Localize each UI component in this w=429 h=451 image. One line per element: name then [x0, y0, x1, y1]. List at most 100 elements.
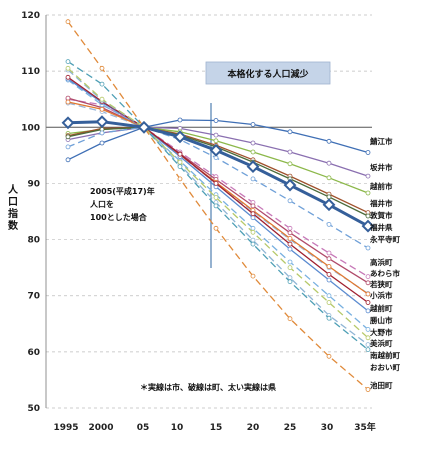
series-15	[65, 65, 371, 341]
data-point	[365, 326, 371, 332]
data-point	[65, 59, 71, 64]
data-point	[213, 203, 219, 209]
data-point	[213, 180, 219, 186]
data-point	[99, 81, 105, 87]
data-point	[250, 225, 256, 231]
data-point	[287, 275, 293, 281]
data-point	[365, 245, 371, 251]
data-point	[177, 117, 183, 123]
data-point	[287, 316, 293, 322]
data-point	[283, 178, 297, 192]
data-point	[365, 173, 371, 179]
data-point	[250, 229, 256, 235]
data-point	[99, 106, 105, 112]
x-tick-label: 2000	[88, 423, 113, 433]
y-tick-label: 60	[27, 348, 40, 358]
series-group	[61, 19, 375, 392]
series-label: 小浜市	[370, 290, 393, 300]
data-point	[326, 315, 332, 321]
data-point	[287, 241, 293, 247]
series-label: 池田町	[370, 380, 393, 390]
data-point	[326, 160, 332, 166]
data-point	[361, 219, 375, 233]
data-point	[246, 160, 260, 173]
data-point	[326, 175, 332, 181]
data-point	[287, 246, 293, 252]
data-point	[365, 150, 371, 155]
data-point	[65, 157, 71, 163]
data-point	[250, 237, 256, 243]
x-axis-ticks: 1995 2000 05 10 15 20 25 30 35年	[53, 421, 375, 433]
series-label: 敦賀市	[370, 210, 393, 220]
data-point	[326, 264, 332, 269]
chart-title: 本格化する人口減少	[227, 68, 308, 80]
series-label: あわら市	[370, 268, 400, 278]
data-point	[287, 129, 293, 135]
x-tick-label: 15	[210, 423, 223, 433]
series-label: 坂井市	[370, 162, 393, 172]
data-point	[65, 74, 71, 80]
data-point	[326, 138, 332, 144]
data-point	[213, 138, 219, 144]
data-point	[365, 335, 371, 341]
series-label: 越前市	[369, 181, 393, 191]
data-point	[287, 198, 293, 204]
data-point	[326, 256, 332, 262]
data-point	[287, 279, 293, 285]
y-tick-label: 90	[27, 179, 40, 189]
data-point	[365, 347, 371, 353]
data-point	[250, 149, 256, 155]
series-labels: 鯖江市坂井市越前市福井市敦賀市福井県永平寺町高浜町あわら市若狭町小浜市越前町勝山…	[369, 136, 400, 390]
data-point	[326, 277, 332, 283]
data-point	[326, 250, 332, 256]
y-axis-label-char: 数	[8, 219, 19, 232]
data-point	[287, 265, 293, 271]
y-tick-label: 70	[27, 292, 40, 302]
line-style-note: ＊実線は市、破線は町、太い実線は県	[140, 382, 276, 392]
series-label: 越前町	[369, 303, 393, 313]
data-point	[213, 118, 219, 123]
data-point	[287, 225, 293, 231]
series-line	[67, 61, 369, 351]
series-label: 美浜町	[370, 338, 393, 348]
data-point	[326, 271, 332, 277]
data-point	[99, 130, 105, 136]
series-line	[67, 67, 369, 339]
data-point	[287, 149, 293, 155]
data-point	[287, 230, 293, 236]
x-tick-label: 30	[321, 423, 334, 433]
data-point	[65, 95, 71, 101]
x-tick-label: 20	[247, 423, 260, 433]
data-point	[95, 115, 109, 129]
y-tick-label: 80	[27, 236, 40, 246]
data-point	[99, 96, 105, 102]
data-point	[365, 387, 371, 392]
data-point	[365, 291, 371, 297]
series-label: 永平寺町	[369, 234, 400, 244]
data-point	[65, 19, 71, 25]
data-point	[213, 195, 219, 200]
data-point	[173, 130, 187, 144]
data-point	[213, 225, 219, 231]
series-label: おおい町	[370, 363, 400, 372]
data-point	[65, 99, 71, 105]
data-point	[326, 221, 332, 227]
data-point	[250, 122, 256, 127]
data-point	[177, 176, 183, 182]
data-point	[326, 353, 332, 359]
base-annotation-line: 人口を	[90, 199, 114, 209]
x-tick-label: 25	[284, 423, 297, 433]
y-axis-label-char: 指	[8, 207, 18, 220]
data-point	[61, 116, 75, 130]
y-tick-label: 50	[27, 404, 40, 414]
series-line	[67, 120, 369, 228]
y-tick-label: 100	[21, 123, 40, 133]
data-point	[326, 194, 332, 200]
base-annotation-line: 100とした場合	[90, 212, 148, 222]
data-point	[326, 300, 332, 305]
data-point	[365, 274, 371, 280]
x-tick-label: 10	[171, 423, 184, 433]
y-tick-label: 110	[21, 67, 40, 77]
